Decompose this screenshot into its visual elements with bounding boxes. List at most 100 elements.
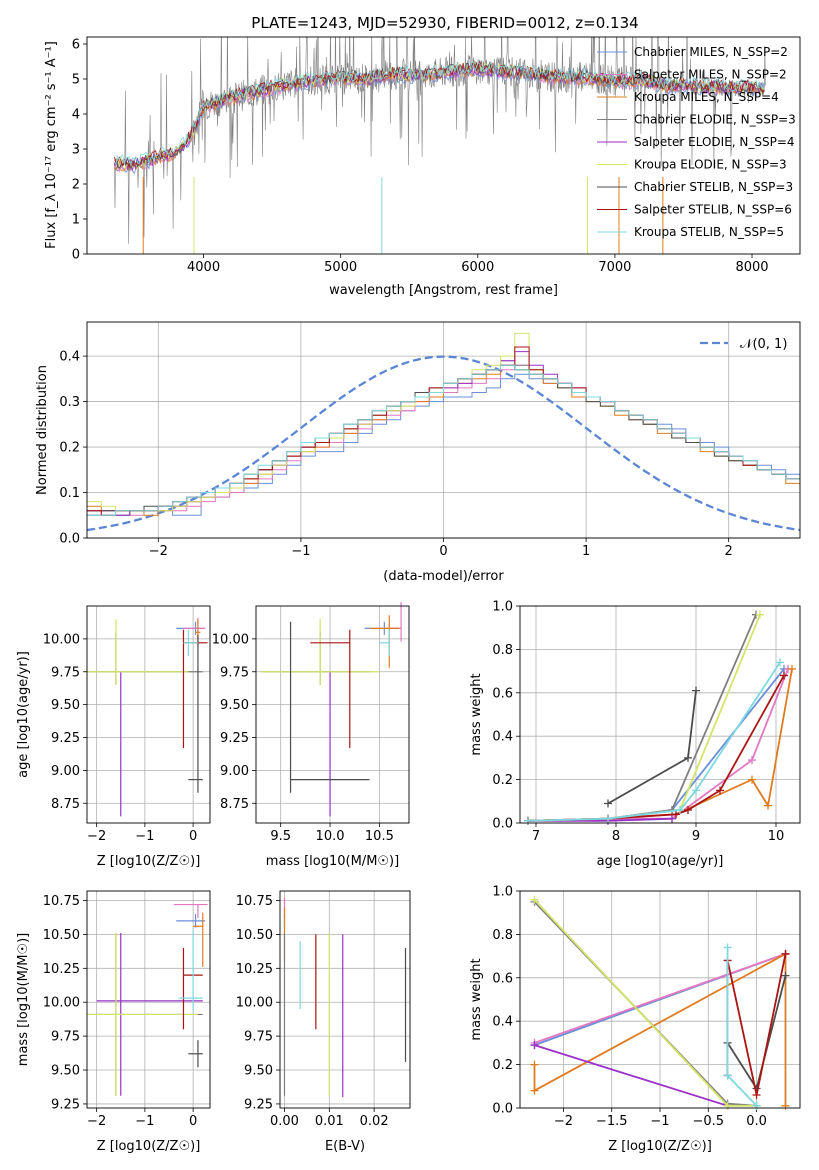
weight-marker xyxy=(530,1041,539,1050)
weight-marker xyxy=(781,1101,790,1110)
y-tick-label: 9.50 xyxy=(244,1064,273,1079)
y-tick-label: 0.2 xyxy=(492,1058,513,1073)
y-tick-label: 9.00 xyxy=(220,764,249,779)
y-tick-label: 9.25 xyxy=(220,731,249,746)
y-tick-label: 10.00 xyxy=(43,996,80,1011)
mass-vs-ebv-panel-plot-area xyxy=(283,897,407,1098)
y-axis-label: mass weight xyxy=(469,958,484,1040)
mass-vs-z-panel-grid xyxy=(87,891,210,1108)
axes-frame xyxy=(255,605,410,824)
y-tick-label: 10.00 xyxy=(43,632,80,647)
weight-line-7 xyxy=(527,674,785,822)
weight-line-5 xyxy=(527,614,761,822)
legend-entry: Chabrier MILES, N_SSP=2 xyxy=(634,45,788,59)
residual-panel-grid xyxy=(87,322,800,539)
x-tick-label: 0.0 xyxy=(746,1114,767,1129)
axes-frame xyxy=(86,605,211,824)
weight-marker xyxy=(684,805,692,814)
x-tick-label: 7000 xyxy=(598,260,631,275)
weight-marker xyxy=(723,1101,732,1110)
weight-marker xyxy=(692,686,700,695)
x-tick-label: 10.5 xyxy=(365,829,394,844)
x-tick-label: −1.5 xyxy=(596,1114,628,1129)
residual-histogram-7 xyxy=(87,346,800,516)
y-tick-label: 9.25 xyxy=(51,731,80,746)
age-vs-mass-panel-ticks: 9.5 10.0 10.5 8.75 9.00 9.25 9.50 9.75 10.00 xyxy=(212,632,394,844)
y-tick-label: 3 xyxy=(72,143,80,158)
legend-entry: Salpeter MILES, N_SSP=2 xyxy=(634,68,787,82)
weight-marker xyxy=(788,664,796,673)
x-tick-label: 0 xyxy=(189,829,197,844)
x-tick-label: 0.01 xyxy=(315,1114,344,1129)
weight-marker xyxy=(530,895,539,904)
weight-marker xyxy=(764,801,772,810)
legend-entry: Chabrier STELIB, N_SSP=3 xyxy=(634,180,793,194)
legend-entry: Kroupa MILES, N_SSP=4 xyxy=(634,90,779,104)
weight-marker xyxy=(781,971,790,980)
x-axis-label: wavelength [Angstrom, rest frame] xyxy=(329,283,558,298)
y-tick-label: 8.75 xyxy=(220,797,249,812)
x-tick-label: 10.0 xyxy=(316,829,345,844)
y-tick-label: 0.1 xyxy=(59,486,80,501)
y-tick-label: 10.00 xyxy=(236,996,273,1011)
mass-vs-z-panel: −2 −1 0 9.25 9.50 9.75 10.00 10.25 10.50 10.75 Z [… xyxy=(16,890,211,1154)
y-tick-label: 0.4 xyxy=(492,1015,513,1030)
weight-marker xyxy=(530,1086,539,1095)
weight-line-8 xyxy=(527,661,781,822)
weight-marker xyxy=(748,756,756,765)
axes-frame xyxy=(519,605,801,824)
x-tick-label: 4000 xyxy=(187,260,220,275)
weight-marker xyxy=(676,805,684,814)
age-vs-z-panel-ticks: −2 −1 0 8.75 9.00 9.25 9.50 9.75 10.00 xyxy=(43,632,197,844)
weight-marker xyxy=(530,1060,539,1069)
x-tick-label: 0.02 xyxy=(360,1114,389,1129)
y-tick-label: 0.2 xyxy=(492,773,513,788)
x-tick-label: 5000 xyxy=(324,260,357,275)
weight-marker xyxy=(684,753,692,762)
y-tick-label: 0.0 xyxy=(59,532,80,547)
legend-entry: Kroupa STELIB, N_SSP=5 xyxy=(634,225,784,239)
y-tick-label: 0 xyxy=(72,248,80,263)
weight-marker xyxy=(723,1071,732,1080)
y-tick-label: 2 xyxy=(72,178,80,193)
weight-vs-z-panel-ticks: −2 −1.5 −1 −0.5 0.0 0.0 0.2 0.4 0.6 0.8 1.0 xyxy=(492,885,767,1130)
x-tick-label: 0 xyxy=(439,544,447,559)
x-tick-label: 10 xyxy=(768,829,785,844)
mass-vs-ebv-panel-ticks: 0.00 0.01 0.02 9.25 9.50 9.75 10.00 10.25 10.50 1… xyxy=(236,894,389,1129)
weight-line-4 xyxy=(534,1044,728,1107)
spectrum-panel: 4000 5000 6000 7000 8000 0 1 2 3 4 5 6 Chabrier MILE… xyxy=(44,36,801,298)
spectrum-panel-plot-area xyxy=(113,37,766,254)
legend-entry: Salpeter ELODIE, N_SSP=4 xyxy=(634,135,795,149)
residual-histogram-4 xyxy=(87,351,800,516)
y-tick-label: 9.75 xyxy=(220,665,249,680)
mass-vs-z-panel-plot-area xyxy=(87,903,208,1096)
x-axis-label: E(B-V) xyxy=(325,1139,365,1154)
residual-histogram-8 xyxy=(87,364,800,516)
residual-legend: 𝒩(0, 1) xyxy=(700,337,787,352)
weight-line-1 xyxy=(534,953,786,1044)
residual-histogram-0 xyxy=(87,373,800,516)
y-tick-label: 9.50 xyxy=(51,1064,80,1079)
x-tick-label: 0.00 xyxy=(270,1114,299,1129)
y-axis-label: mass [log10(M/M☉)] xyxy=(16,933,31,1066)
x-axis-label: Z [log10(Z/Z☉)] xyxy=(97,854,201,869)
x-tick-label: −2 xyxy=(87,1114,106,1129)
y-tick-label: 9.00 xyxy=(51,764,80,779)
x-tick-label: −1 xyxy=(291,544,310,559)
x-tick-label: 8 xyxy=(612,829,620,844)
weight-marker xyxy=(524,816,532,825)
model-spectrum-2 xyxy=(114,64,765,172)
model-spectrum-7 xyxy=(113,60,765,169)
mass-vs-z-panel-ticks: −2 −1 0 9.25 9.50 9.75 10.00 10.25 10.50 10.75 xyxy=(43,894,197,1129)
y-tick-label: 9.25 xyxy=(51,1097,80,1112)
weight-vs-age-panel-plot-area xyxy=(524,610,796,825)
y-tick-label: 10.50 xyxy=(43,928,80,943)
y-axis-label: mass weight xyxy=(469,673,484,755)
y-tick-label: 4 xyxy=(72,108,80,123)
axes-frame xyxy=(86,321,801,539)
weight-marker xyxy=(692,786,700,795)
x-tick-label: −2 xyxy=(149,544,168,559)
x-tick-label: −2 xyxy=(87,829,106,844)
y-tick-label: 0.4 xyxy=(492,730,513,745)
age-vs-z-panel: −2 −1 0 8.75 9.00 9.25 9.50 9.75 10.00 Z [log10(Z… xyxy=(16,605,211,869)
